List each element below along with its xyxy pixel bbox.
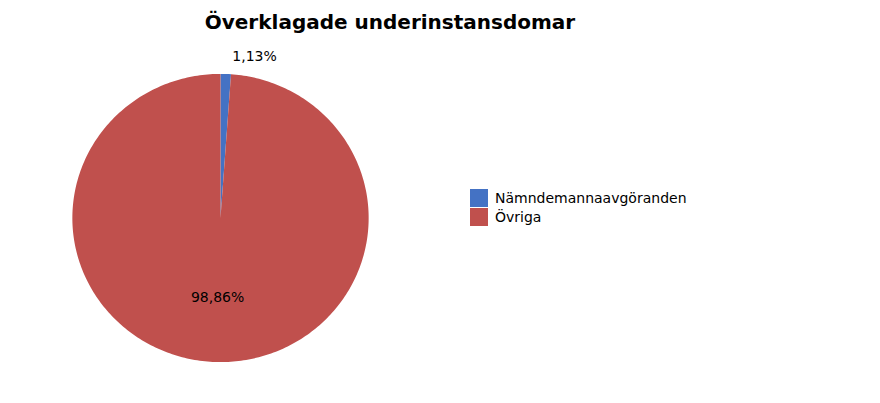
html-text:Övriga: Övriga (495, 208, 542, 225)
svg-text:98,86%: 98,86% (191, 289, 244, 305)
svg-text:1,13%: 1,13% (232, 48, 276, 64)
html-text:Överklagade underinstansdomar: Överklagade underinstansdomar (204, 10, 576, 34)
html-text:Nämndemannaavgöranden: Nämndemannaavgöranden (495, 189, 687, 206)
